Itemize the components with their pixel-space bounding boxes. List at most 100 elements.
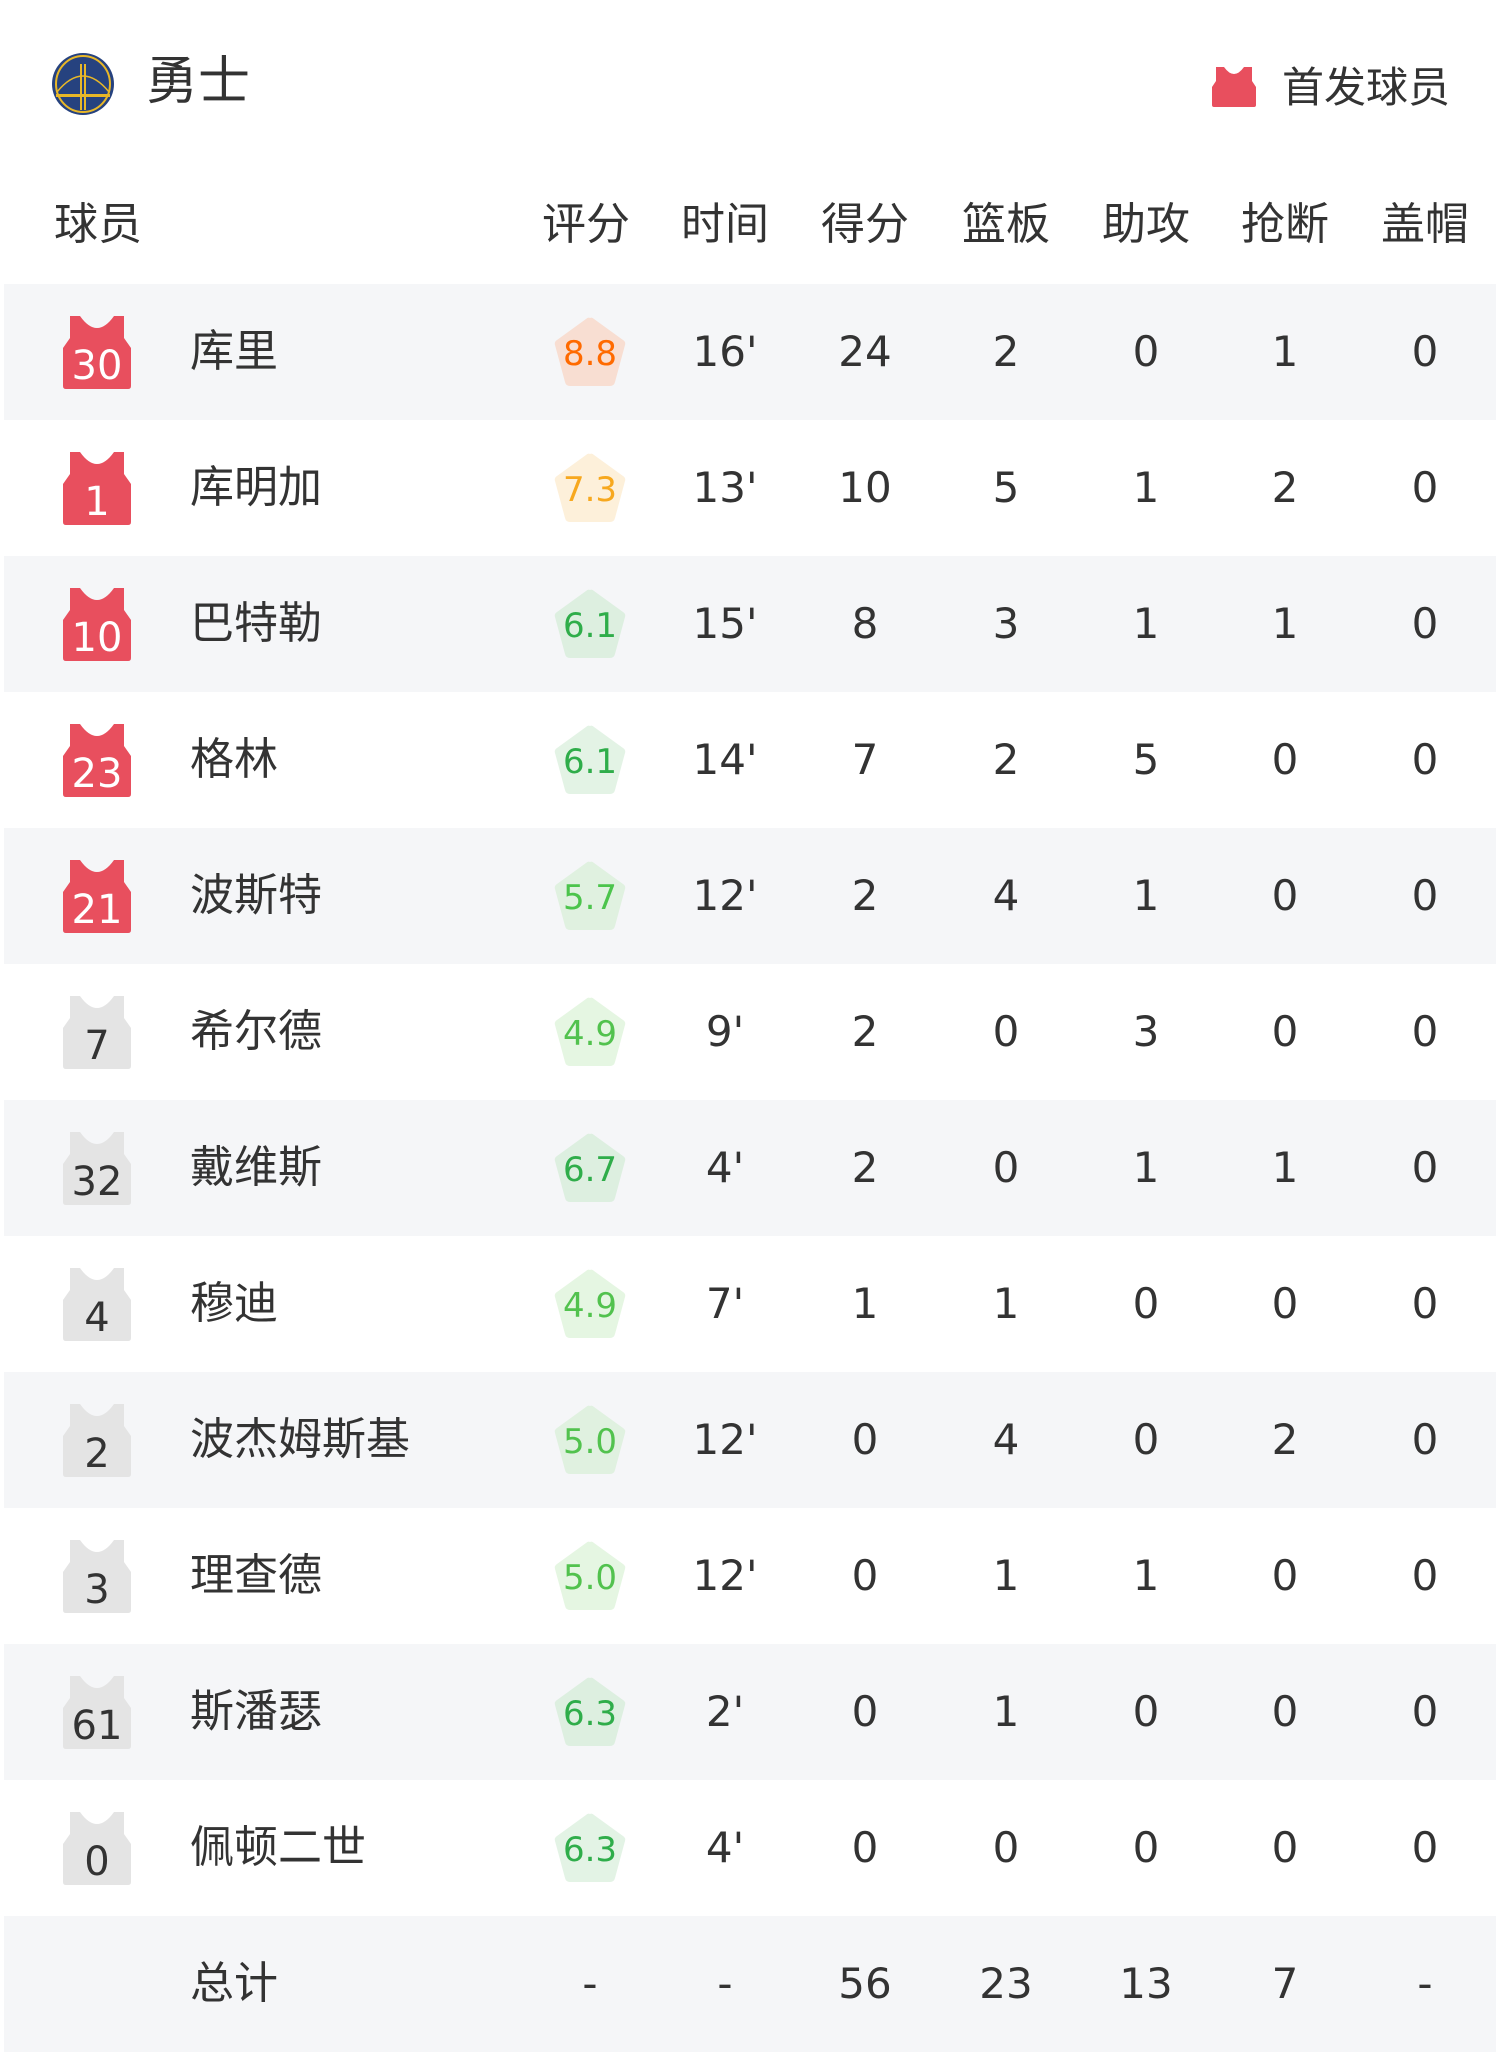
jersey-number: 10 [71, 615, 123, 661]
player-name[interactable]: 希尔德 [190, 1006, 322, 1057]
jersey-icon: 3 [62, 1538, 132, 1614]
jersey-number: 61 [71, 1703, 123, 1749]
points-value: 0 [851, 1823, 879, 1872]
player-name[interactable]: 格林 [190, 734, 278, 785]
time-value: 9' [705, 1007, 745, 1056]
assists-value: 1 [1132, 871, 1160, 920]
rebounds-value: 4 [992, 871, 1020, 920]
steals-value: 0 [1271, 1687, 1299, 1736]
points-value: 24 [838, 327, 892, 376]
player-name[interactable]: 库明加 [190, 462, 322, 513]
player-row[interactable]: 23 格林 6.1 14' 7 2 5 0 0 [4, 692, 1496, 828]
jersey-icon: 2 [62, 1402, 132, 1478]
player-name[interactable]: 波杰姆斯基 [190, 1414, 410, 1465]
player-name[interactable]: 理查德 [190, 1550, 322, 1601]
blocks-value: 0 [1411, 871, 1439, 920]
player-row[interactable]: 10 巴特勒 6.1 15' 8 3 1 1 0 [4, 556, 1496, 692]
jersey-icon: 10 [62, 586, 132, 662]
rating-value: 7.3 [562, 470, 618, 510]
column-header-assists[interactable]: 助攻 [1102, 199, 1190, 250]
rating-value: 6.1 [562, 606, 618, 646]
rating-badge: 6.1 [551, 586, 629, 662]
player-row[interactable]: 3 理查德 5.0 12' 0 1 1 0 0 [4, 1508, 1496, 1644]
player-row[interactable]: 21 波斯特 5.7 12' 2 4 1 0 0 [4, 828, 1496, 964]
time-value: 12' [692, 1551, 758, 1600]
blocks-value: 0 [1411, 463, 1439, 512]
player-name[interactable]: 佩顿二世 [190, 1822, 366, 1873]
column-header-steals[interactable]: 抢断 [1241, 199, 1329, 250]
jersey-number: 4 [84, 1295, 110, 1341]
player-row[interactable]: 4 穆迪 4.9 7' 1 1 0 0 0 [4, 1236, 1496, 1372]
steals-value: 0 [1271, 735, 1299, 784]
rating-value: 8.8 [562, 334, 618, 374]
jersey-number: 1 [84, 479, 110, 525]
blocks-value: 0 [1411, 327, 1439, 376]
jersey-number: 3 [84, 1567, 110, 1613]
player-name[interactable]: 库里 [190, 326, 278, 377]
rating-value: 5.0 [562, 1558, 618, 1598]
assists-value: 0 [1132, 1279, 1160, 1328]
assists-value: 3 [1132, 1007, 1160, 1056]
rating-value: 5.0 [562, 1422, 618, 1462]
rebounds-value: 1 [992, 1687, 1020, 1736]
column-headers: 球员 评分 时间 得分 篮板 助攻 抢断 盖帽 [0, 190, 1500, 260]
blocks-value: 0 [1411, 1687, 1439, 1736]
time-value: 4' [705, 1823, 745, 1872]
column-header-points[interactable]: 得分 [821, 199, 909, 250]
rating-badge: 6.1 [551, 722, 629, 798]
assists-value: 0 [1132, 1415, 1160, 1464]
assists-value: 0 [1132, 1823, 1160, 1872]
points-value: 2 [851, 1007, 879, 1056]
points-value: 7 [851, 735, 879, 784]
player-name[interactable]: 穆迪 [190, 1278, 278, 1329]
player-name[interactable]: 斯潘瑟 [190, 1686, 322, 1737]
column-header-rating[interactable]: 评分 [542, 199, 630, 250]
rating-value: 6.1 [562, 742, 618, 782]
time-value: 12' [692, 871, 758, 920]
blocks-value: 0 [1411, 599, 1439, 648]
team-name: 勇士 [146, 52, 251, 112]
jersey-icon: 0 [62, 1810, 132, 1886]
column-header-rebounds[interactable]: 篮板 [962, 199, 1050, 250]
rebounds-value: 0 [992, 1007, 1020, 1056]
player-name[interactable]: 波斯特 [190, 870, 322, 921]
blocks-value: 0 [1411, 1007, 1439, 1056]
points-value: 0 [851, 1687, 879, 1736]
steals-value: 1 [1271, 599, 1299, 648]
rating-value: 6.3 [562, 1694, 618, 1734]
steals-value: 0 [1271, 1823, 1299, 1872]
player-row[interactable]: 61 斯潘瑟 6.3 2' 0 1 0 0 0 [4, 1644, 1496, 1780]
column-header-time[interactable]: 时间 [681, 199, 769, 250]
time-value: 16' [692, 327, 758, 376]
player-row[interactable]: 0 佩顿二世 6.3 4' 0 0 0 0 0 [4, 1780, 1496, 1916]
jersey-icon: 30 [62, 314, 132, 390]
points-value: 0 [851, 1551, 879, 1600]
player-row[interactable]: 7 希尔德 4.9 9' 2 0 3 0 0 [4, 964, 1496, 1100]
blocks-value: 0 [1411, 1823, 1439, 1872]
rating-badge: 5.7 [551, 858, 629, 934]
legend-label: 首发球员 [1281, 62, 1450, 112]
assists-value: 1 [1132, 1551, 1160, 1600]
blocks-value: 0 [1411, 1415, 1439, 1464]
rating-badge: 6.3 [551, 1674, 629, 1750]
player-row[interactable]: 2 波杰姆斯基 5.0 12' 0 4 0 2 0 [4, 1372, 1496, 1508]
steals-value: 0 [1271, 871, 1299, 920]
points-value: 1 [851, 1279, 879, 1328]
steals-value: 2 [1271, 1415, 1299, 1464]
player-name[interactable]: 巴特勒 [190, 598, 322, 649]
rating-badge: 8.8 [551, 314, 629, 390]
column-header-blocks[interactable]: 盖帽 [1381, 199, 1469, 250]
rating-value: 5.7 [562, 878, 618, 918]
rebounds-value: 4 [992, 1415, 1020, 1464]
player-row[interactable]: 1 库明加 7.3 13' 10 5 1 2 0 [4, 420, 1496, 556]
rebounds-value: 1 [992, 1551, 1020, 1600]
assists-value: 1 [1132, 599, 1160, 648]
assists-value: 13 [1119, 1959, 1173, 2008]
jersey-icon: 21 [62, 858, 132, 934]
column-header-player[interactable]: 球员 [54, 199, 142, 250]
steals-value: 1 [1271, 1143, 1299, 1192]
player-name[interactable]: 戴维斯 [190, 1142, 322, 1193]
rating-value: 4.9 [562, 1014, 618, 1054]
player-row[interactable]: 32 戴维斯 6.7 4' 2 0 1 1 0 [4, 1100, 1496, 1236]
player-row[interactable]: 30 库里 8.8 16' 24 2 0 1 0 [4, 284, 1496, 420]
